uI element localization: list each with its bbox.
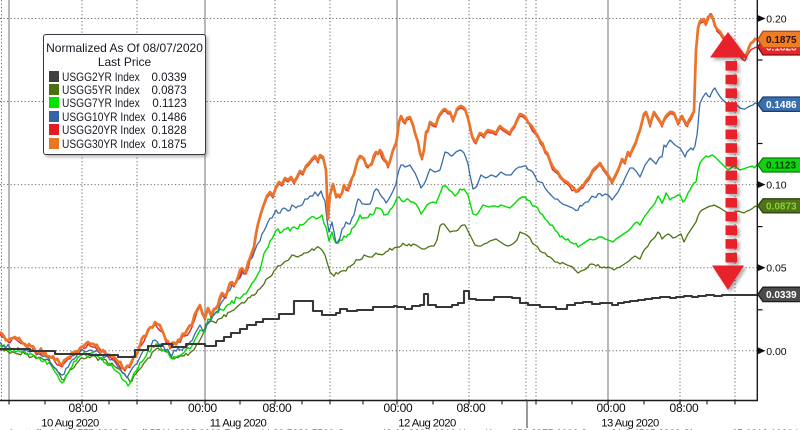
svg-text:0.1123: 0.1123 xyxy=(766,161,796,172)
svg-text:00:00: 00:00 xyxy=(188,401,218,415)
svg-text:08:00: 08:00 xyxy=(262,401,292,415)
svg-text:13 Aug 2020: 13 Aug 2020 xyxy=(601,417,659,429)
svg-text:0.1875: 0.1875 xyxy=(766,35,797,46)
svg-text:08:00: 08:00 xyxy=(68,401,98,415)
svg-text:0.1486: 0.1486 xyxy=(766,100,797,111)
svg-text:00:00: 00:00 xyxy=(383,401,413,415)
svg-text:0.05: 0.05 xyxy=(766,263,787,275)
svg-text:12 Aug 2020: 12 Aug 2020 xyxy=(398,417,456,429)
svg-text:08:00: 08:00 xyxy=(456,401,486,415)
svg-text:10 Aug 2020: 10 Aug 2020 xyxy=(41,417,99,429)
svg-text:0.0339: 0.0339 xyxy=(766,290,797,301)
svg-text:0.20: 0.20 xyxy=(766,14,787,26)
svg-text:00:00: 00:00 xyxy=(596,401,626,415)
svg-text:0.00: 0.00 xyxy=(766,346,787,358)
svg-text:08:00: 08:00 xyxy=(669,401,699,415)
svg-text:0.0873: 0.0873 xyxy=(766,201,797,212)
svg-text:Australia 61 2 9777 8600 Brazi: Australia 61 2 9777 8600 Brazil 5511 239… xyxy=(8,428,800,430)
svg-text:0.10: 0.10 xyxy=(766,180,787,192)
svg-text:11 Aug 2020: 11 Aug 2020 xyxy=(210,417,267,429)
